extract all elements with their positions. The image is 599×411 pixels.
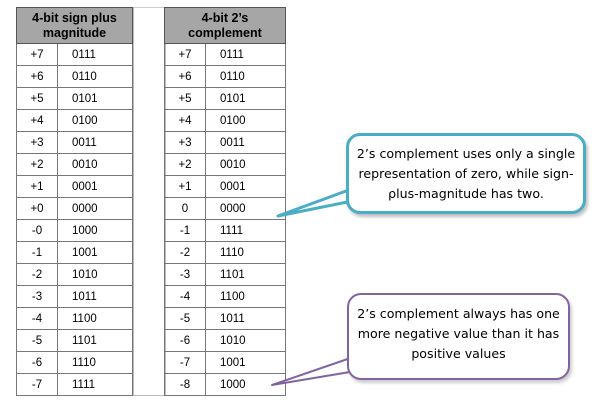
binary-value-cell: 1001 — [57, 241, 133, 264]
twos-complement-table: 4-bit 2’s complement +7 0111 +6 0110 +5 0101 +… — [164, 7, 286, 396]
decimal-value-cell: +2 — [164, 153, 206, 176]
binary-value-cell: 1111 — [57, 373, 133, 396]
twos-complement-rows: +7 0111 +6 0110 +5 0101 +4 0100 +3 0011 +2 0010 +1 00… — [164, 43, 286, 396]
binary-value-cell: 0010 — [57, 153, 133, 176]
callout-line: more negative value than it has — [357, 326, 560, 341]
decimal-value-cell: +2 — [16, 153, 58, 176]
header-line: 4-bit 2’s — [201, 10, 249, 25]
binary-value-cell: 0100 — [205, 109, 286, 132]
callout-line: 2’s complement always has one — [357, 306, 560, 321]
table-row: -3 1101 — [164, 263, 286, 286]
table-spacer-column — [133, 7, 166, 396]
binary-value-cell: 0100 — [57, 109, 133, 132]
table-header-row: 4-bit 2’s complement — [164, 7, 286, 44]
decimal-value-cell: +3 — [16, 131, 58, 154]
table-header-row: 4-bit sign plus magnitude — [16, 7, 133, 44]
table-row: +7 0111 — [16, 43, 133, 66]
table-row: +3 0011 — [164, 131, 286, 154]
callout-line: 2’s complement uses only a single — [356, 146, 576, 161]
table-row: +2 0010 — [164, 153, 286, 176]
binary-value-cell: 0101 — [205, 87, 286, 110]
table-row: +0 0000 — [16, 197, 133, 220]
decimal-value-cell: -8 — [164, 373, 206, 396]
callout-line: plus-magnitude has two. — [388, 186, 544, 201]
table-row: +4 0100 — [16, 109, 133, 132]
table-row: +6 0110 — [164, 65, 286, 88]
decimal-value-cell: +5 — [16, 87, 58, 110]
binary-value-cell: 0011 — [57, 131, 133, 154]
decimal-value-cell: +4 — [164, 109, 206, 132]
table-row: -4 1100 — [164, 285, 286, 308]
extra-negative-callout: 2’s complement always has one more negat… — [347, 293, 570, 380]
callout-line: representation of zero, while sign- — [358, 166, 574, 181]
table-row: -8 1000 — [164, 373, 286, 396]
callout-line: positive values — [411, 346, 506, 361]
table-row: 0 0000 — [164, 197, 286, 220]
table-row: +4 0100 — [164, 109, 286, 132]
table-row: +6 0110 — [16, 65, 133, 88]
binary-value-cell: 0000 — [205, 197, 286, 220]
table-row: -1 1001 — [16, 241, 133, 264]
sign-magnitude-header: 4-bit sign plus magnitude — [16, 7, 133, 44]
binary-value-cell: 0110 — [57, 65, 133, 88]
header-line: magnitude — [42, 25, 107, 40]
table-row: -7 1111 — [16, 373, 133, 396]
twos-complement-header: 4-bit 2’s complement — [164, 7, 286, 44]
table-row: -6 1010 — [164, 329, 286, 352]
table-row: -1 1111 — [164, 219, 286, 242]
header-line: 4-bit sign plus — [32, 10, 117, 25]
table-row: +3 0011 — [16, 131, 133, 154]
binary-value-cell: 1000 — [205, 373, 286, 396]
table-row: -2 1010 — [16, 263, 133, 286]
binary-value-cell: 1011 — [205, 307, 286, 330]
binary-value-cell: 0010 — [205, 153, 286, 176]
table-row: +7 0111 — [164, 43, 286, 66]
table-row: +2 0010 — [16, 153, 133, 176]
binary-value-cell: 1011 — [57, 285, 133, 308]
decimal-value-cell: +4 — [16, 109, 58, 132]
binary-value-cell: 1010 — [57, 263, 133, 286]
table-row: -3 1011 — [16, 285, 133, 308]
sign-magnitude-rows: +7 0111 +6 0110 +5 0101 +4 0100 +3 0011 +2 0010 +1 00… — [16, 43, 133, 396]
sign-magnitude-table: 4-bit sign plus magnitude +7 0111 +6 0110 +5… — [16, 7, 133, 396]
table-row: -5 1011 — [164, 307, 286, 330]
table-row: +5 0101 — [164, 87, 286, 110]
zero-representation-callout: 2’s complement uses only a single repres… — [346, 133, 586, 214]
table-row: +1 0001 — [16, 175, 133, 198]
binary-value-cell: 1000 — [57, 219, 133, 242]
header-line: complement — [188, 25, 262, 40]
table-row: -0 1000 — [16, 219, 133, 242]
